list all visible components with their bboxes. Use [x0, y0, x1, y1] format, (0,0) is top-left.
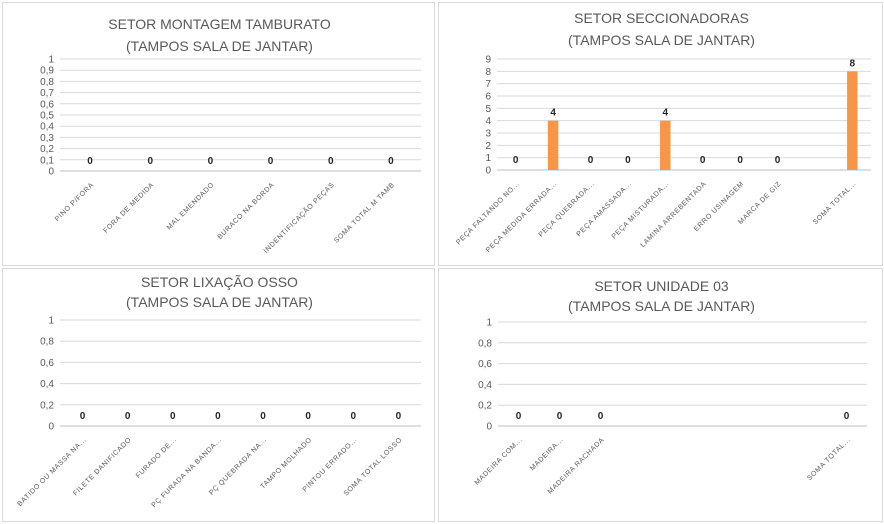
data-label: 0 [208, 156, 214, 167]
y-tick-label: 0 [48, 167, 54, 178]
category-label: TAMPO MOLHADO [259, 436, 313, 490]
bar [660, 120, 671, 170]
category-label: MADEIRA... [529, 436, 565, 472]
y-tick-label: 8 [485, 67, 491, 78]
category-label: MADEIRA COM... [474, 436, 524, 486]
y-tick-label: 0,7 [40, 88, 54, 99]
category-label: INDENTIFICAÇÃO PEÇAS [261, 180, 336, 255]
data-label: 0 [625, 155, 631, 166]
chart-unidade-03: SETOR UNIDADE 03 (TAMPOS SALA DE JANTAR) 0… [474, 278, 867, 496]
y-tick-label: 0,8 [478, 338, 492, 349]
data-label: 8 [850, 58, 856, 69]
y-tick-label: 2 [485, 141, 491, 152]
y-tick-label: 5 [485, 104, 491, 115]
y-tick-label: 6 [485, 92, 491, 103]
data-label: 0 [80, 411, 86, 422]
data-label: 0 [598, 411, 604, 422]
chart-lixacao-osso: SETOR LIXAÇÃO OSSO (TAMPOS SALA DE JANTAR… [16, 274, 421, 509]
chart-title: SETOR MONTAGEM TAMBURATO [108, 16, 331, 32]
data-label: 0 [588, 155, 594, 166]
chart-panel-lixacao-osso: SETOR LIXAÇÃO OSSO (TAMPOS SALA DE JANTAR… [2, 268, 435, 522]
y-tick-label: 0,4 [40, 379, 54, 390]
y-tick-label: 7 [485, 79, 491, 90]
data-label: 0 [557, 411, 563, 422]
y-tick-label: 4 [485, 116, 491, 127]
data-label: 0 [87, 156, 93, 167]
data-label: 4 [663, 108, 669, 119]
y-tick-label: 0,8 [40, 337, 54, 348]
data-label: 0 [700, 155, 706, 166]
category-label: SOMA TOTAL... [812, 180, 858, 226]
chart-title: SETOR LIXAÇÃO OSSO [141, 274, 298, 290]
category-label: SOMA TOTAL M TAMB [333, 181, 396, 244]
data-label: 0 [737, 155, 743, 166]
y-tick-label: 0,6 [40, 99, 54, 110]
data-label: 0 [396, 411, 402, 422]
y-tick-label: 0,4 [478, 380, 492, 391]
data-label: 0 [388, 156, 394, 167]
bar [847, 71, 858, 170]
chart-panel-seccionadoras: SETOR SECCIONADORAS (TAMPOS SALA DE JANTA… [438, 2, 883, 266]
data-label: 0 [328, 156, 334, 167]
category-label: SOMA TOTAL... [806, 436, 852, 482]
chart-panel-unidade-03: SETOR UNIDADE 03 (TAMPOS SALA DE JANTAR) 0… [438, 268, 883, 522]
chart-montagem-tamburato: SETOR MONTAGEM TAMBURATO (TAMPOS SALA DE … [40, 16, 421, 255]
y-tick-label: 0,1 [40, 155, 54, 166]
y-tick-label: 1 [48, 55, 54, 66]
category-label: PINO P/FORA [54, 181, 96, 223]
y-tick-label: 1 [48, 316, 54, 327]
y-tick-label: 0,6 [478, 359, 492, 370]
y-tick-label: 0,3 [40, 133, 54, 144]
data-label: 0 [125, 411, 131, 422]
data-label: 0 [351, 411, 357, 422]
y-tick-label: 0 [486, 422, 492, 433]
y-tick-label: 0,9 [40, 66, 54, 77]
chart-panel-montagem-tamburato: SETOR MONTAGEM TAMBURATO (TAMPOS SALA DE … [2, 2, 435, 266]
data-label: 0 [305, 411, 311, 422]
y-tick-label: 0,8 [40, 77, 54, 88]
y-tick-label: 0 [485, 166, 491, 177]
category-label: MAL EMENDADO [166, 181, 216, 231]
y-tick-label: 0,5 [40, 111, 54, 122]
chart-seccionadoras: SETOR SECCIONADORAS (TAMPOS SALA DE JANTA… [455, 10, 871, 254]
y-tick-label: 0 [48, 422, 54, 433]
category-label: PEÇA MEDIDA ERRADA... [485, 180, 559, 254]
y-tick-label: 0,2 [40, 144, 54, 155]
bar [547, 120, 559, 170]
chart-title: SETOR UNIDADE 03 [594, 278, 729, 294]
y-tick-label: 1 [486, 318, 492, 329]
chart-subtitle: (TAMPOS SALA DE JANTAR) [568, 32, 755, 48]
chart-title: SETOR SECCIONADORAS [574, 10, 749, 26]
category-label: FURADO DE... [135, 436, 178, 479]
y-tick-label: 3 [485, 129, 491, 140]
data-label: 0 [516, 411, 522, 422]
data-label: 0 [268, 156, 274, 167]
data-label: 0 [513, 155, 519, 166]
y-tick-label: 9 [485, 55, 491, 66]
y-tick-label: 0,2 [478, 401, 492, 412]
category-label: BURACO NA BORDA [217, 181, 276, 240]
category-label: PEÇA FALTANDO NO... [455, 180, 521, 246]
chart-subtitle: (TAMPOS SALA DE JANTAR) [568, 298, 755, 314]
category-label: FORA DE MEDIDA [102, 181, 155, 234]
data-label: 0 [844, 411, 850, 422]
data-label: 4 [550, 108, 556, 119]
data-label: 0 [775, 155, 781, 166]
chart-subtitle: (TAMPOS SALA DE JANTAR) [126, 38, 313, 54]
data-label: 0 [147, 156, 153, 167]
data-label: 0 [260, 411, 266, 422]
y-tick-label: 1 [485, 153, 491, 164]
category-label: LAMINA ARREBENTADA [640, 180, 709, 249]
y-tick-label: 0,6 [40, 358, 54, 369]
chart-subtitle: (TAMPOS SALA DE JANTAR) [126, 294, 313, 310]
y-tick-label: 0,4 [40, 122, 54, 133]
category-label: MARCA DE GIZ [737, 180, 783, 226]
data-label: 0 [215, 411, 221, 422]
data-label: 0 [170, 411, 176, 422]
y-tick-label: 0,2 [40, 400, 54, 411]
